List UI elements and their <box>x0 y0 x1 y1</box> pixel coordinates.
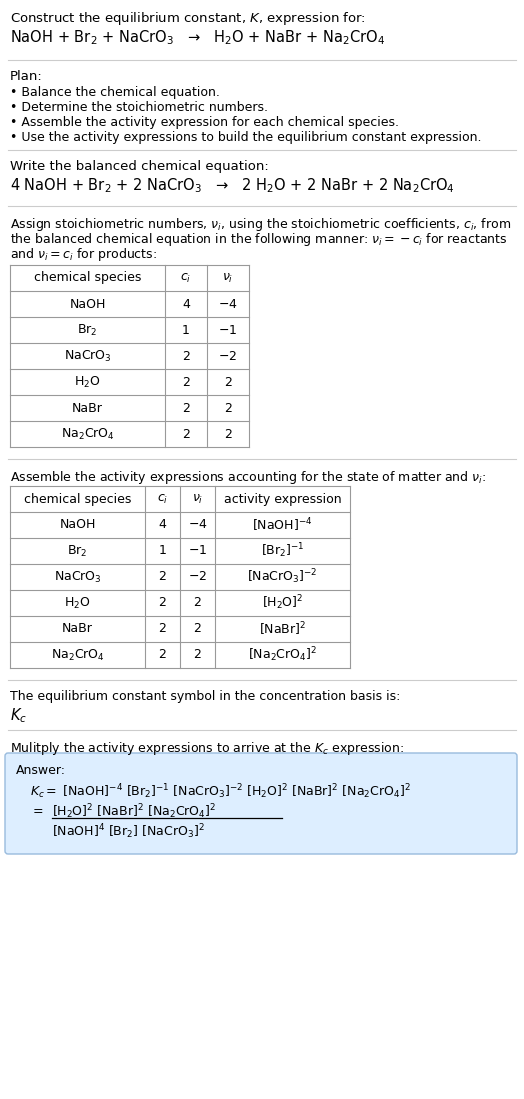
Text: 2: 2 <box>193 597 201 610</box>
Text: [H$_2$O]$^2$ [NaBr]$^2$ [Na$_2$CrO$_4$]$^2$: [H$_2$O]$^2$ [NaBr]$^2$ [Na$_2$CrO$_4$]$… <box>52 802 216 821</box>
Text: Br$_2$: Br$_2$ <box>77 322 97 337</box>
Text: $\nu_i$: $\nu_i$ <box>192 492 203 506</box>
Text: 2: 2 <box>159 597 167 610</box>
Text: 2: 2 <box>193 648 201 662</box>
Text: NaOH + Br$_2$ + NaCrO$_3$   →   H$_2$O + NaBr + Na$_2$CrO$_4$: NaOH + Br$_2$ + NaCrO$_3$ → H$_2$O + NaB… <box>10 27 385 46</box>
Text: [NaBr]$^2$: [NaBr]$^2$ <box>259 620 306 637</box>
Text: $K_c = $ [NaOH]$^{-4}$ [Br$_2$]$^{-1}$ [NaCrO$_3$]$^{-2}$ [H$_2$O]$^2$ [NaBr]$^2: $K_c = $ [NaOH]$^{-4}$ [Br$_2$]$^{-1}$ [… <box>30 782 411 801</box>
Text: $-4$: $-4$ <box>218 298 238 311</box>
Text: 2: 2 <box>159 570 167 584</box>
Text: • Use the activity expressions to build the equilibrium constant expression.: • Use the activity expressions to build … <box>10 131 482 144</box>
Text: • Balance the chemical equation.: • Balance the chemical equation. <box>10 86 220 99</box>
Text: $c_i$: $c_i$ <box>180 271 192 285</box>
Text: 2: 2 <box>224 428 232 441</box>
Text: 1: 1 <box>159 544 167 557</box>
Text: 2: 2 <box>224 401 232 414</box>
Text: 2: 2 <box>193 622 201 635</box>
Text: • Determine the stoichiometric numbers.: • Determine the stoichiometric numbers. <box>10 101 268 114</box>
Text: $-1$: $-1$ <box>219 323 237 336</box>
Text: Assign stoichiometric numbers, $\nu_i$, using the stoichiometric coefficients, $: Assign stoichiometric numbers, $\nu_i$, … <box>10 217 511 233</box>
Text: 2: 2 <box>182 428 190 441</box>
Text: The equilibrium constant symbol in the concentration basis is:: The equilibrium constant symbol in the c… <box>10 690 400 703</box>
Text: the balanced chemical equation in the following manner: $\nu_i = -c_i$ for react: the balanced chemical equation in the fo… <box>10 231 507 248</box>
Text: Na$_2$CrO$_4$: Na$_2$CrO$_4$ <box>61 426 114 442</box>
Text: [NaOH]$^{-4}$: [NaOH]$^{-4}$ <box>252 517 313 534</box>
Text: $c_i$: $c_i$ <box>157 492 168 506</box>
Text: [NaOH]$^4$ [Br$_2$] [NaCrO$_3$]$^2$: [NaOH]$^4$ [Br$_2$] [NaCrO$_3$]$^2$ <box>52 822 205 841</box>
Text: • Assemble the activity expression for each chemical species.: • Assemble the activity expression for e… <box>10 116 399 129</box>
Text: $K_c$: $K_c$ <box>10 706 27 724</box>
Text: $-4$: $-4$ <box>188 519 208 532</box>
Text: $-1$: $-1$ <box>188 544 207 557</box>
Text: [Br$_2$]$^{-1}$: [Br$_2$]$^{-1}$ <box>260 542 304 560</box>
Text: NaOH: NaOH <box>69 298 106 311</box>
Text: NaOH: NaOH <box>59 519 96 532</box>
Text: $-2$: $-2$ <box>188 570 207 584</box>
Text: Mulitply the activity expressions to arrive at the $K_c$ expression:: Mulitply the activity expressions to arr… <box>10 740 405 757</box>
Text: NaCrO$_3$: NaCrO$_3$ <box>63 348 112 364</box>
Text: NaCrO$_3$: NaCrO$_3$ <box>53 569 101 585</box>
Text: 2: 2 <box>159 622 167 635</box>
FancyBboxPatch shape <box>5 753 517 854</box>
Text: 2: 2 <box>182 376 190 389</box>
Text: Answer:: Answer: <box>16 764 66 777</box>
Text: 4: 4 <box>159 519 167 532</box>
Text: Br$_2$: Br$_2$ <box>67 543 88 558</box>
Text: $-2$: $-2$ <box>219 349 237 363</box>
Text: Construct the equilibrium constant, $K$, expression for:: Construct the equilibrium constant, $K$,… <box>10 10 366 27</box>
Text: $\nu_i$: $\nu_i$ <box>222 271 234 285</box>
Text: chemical species: chemical species <box>34 271 141 285</box>
Text: chemical species: chemical species <box>24 492 131 506</box>
Text: Assemble the activity expressions accounting for the state of matter and $\nu_i$: Assemble the activity expressions accoun… <box>10 469 486 486</box>
Text: 4: 4 <box>182 298 190 311</box>
Text: $=$: $=$ <box>30 803 43 817</box>
Text: 2: 2 <box>159 648 167 662</box>
Text: 4 NaOH + Br$_2$ + 2 NaCrO$_3$   →   2 H$_2$O + 2 NaBr + 2 Na$_2$CrO$_4$: 4 NaOH + Br$_2$ + 2 NaCrO$_3$ → 2 H$_2$O… <box>10 176 455 195</box>
Text: activity expression: activity expression <box>224 492 341 506</box>
Text: Write the balanced chemical equation:: Write the balanced chemical equation: <box>10 160 269 173</box>
Text: and $\nu_i = c_i$ for products:: and $\nu_i = c_i$ for products: <box>10 246 157 263</box>
Text: 2: 2 <box>182 349 190 363</box>
Text: 1: 1 <box>182 323 190 336</box>
Text: Plan:: Plan: <box>10 70 43 84</box>
Text: NaBr: NaBr <box>72 401 103 414</box>
Text: Na$_2$CrO$_4$: Na$_2$CrO$_4$ <box>51 647 104 663</box>
Text: 2: 2 <box>182 401 190 414</box>
Text: [Na$_2$CrO$_4$]$^2$: [Na$_2$CrO$_4$]$^2$ <box>248 645 317 665</box>
Text: H$_2$O: H$_2$O <box>64 596 91 611</box>
Text: [NaCrO$_3$]$^{-2}$: [NaCrO$_3$]$^{-2}$ <box>247 568 318 587</box>
Text: 2: 2 <box>224 376 232 389</box>
Text: [H$_2$O]$^2$: [H$_2$O]$^2$ <box>262 593 303 612</box>
Text: NaBr: NaBr <box>62 622 93 635</box>
Text: H$_2$O: H$_2$O <box>74 375 101 389</box>
